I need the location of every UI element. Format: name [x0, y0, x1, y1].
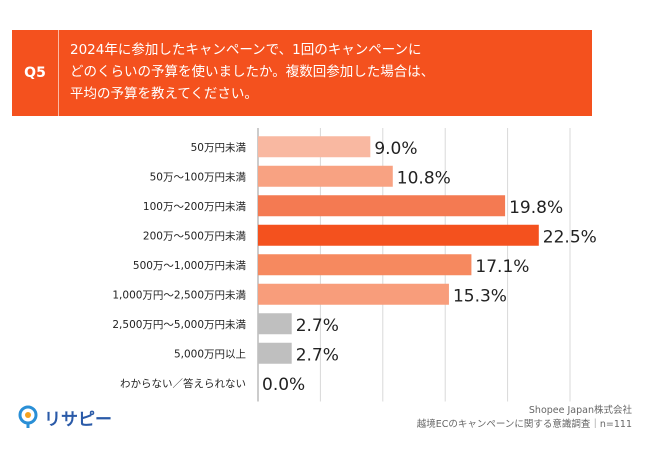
- question-banner: Q5 2024年に参加したキャンペーンで、1回のキャンペーンに どのくらいの予算…: [12, 30, 592, 116]
- bar: [258, 136, 371, 158]
- category-label: 50万～100万円未満: [150, 171, 247, 183]
- bar: [258, 224, 539, 246]
- category-label: 200万～500万円未満: [143, 230, 247, 242]
- value-label: 10.8%: [397, 168, 451, 188]
- bar: [258, 342, 292, 364]
- question-text: 2024年に参加したキャンペーンで、1回のキャンペーンに どのくらいの予算を使い…: [70, 42, 435, 102]
- bar: [258, 254, 472, 276]
- footer-source: Shopee Japan株式会社 越境ECのキャンペーンに関する意識調査｜n=1…: [417, 404, 632, 432]
- value-label: 15.3%: [453, 286, 507, 306]
- category-label: 2,500万円～5,000万円未満: [112, 319, 246, 331]
- value-label: 2.7%: [296, 316, 339, 336]
- bar: [258, 313, 292, 335]
- category-label: 5,000万円以上: [174, 348, 246, 360]
- category-label: 100万～200万円未満: [143, 201, 247, 213]
- bar: [258, 195, 506, 217]
- value-label: 22.5%: [543, 227, 597, 247]
- footer-company: Shopee Japan株式会社: [528, 405, 632, 416]
- value-label: 0.0%: [262, 375, 305, 395]
- category-label: 500万～1,000万円未満: [133, 260, 247, 272]
- category-label: 50万円未満: [191, 142, 247, 154]
- category-label: 1,000万円～2,500万円未満: [112, 289, 246, 301]
- footer-survey: 越境ECのキャンペーンに関する意識調査｜n=111: [416, 419, 632, 430]
- bar: [258, 165, 393, 187]
- value-label: 19.8%: [509, 198, 563, 218]
- logo-text: リサピー: [44, 409, 112, 430]
- risapi-logo-icon: [18, 405, 38, 428]
- value-label: 17.1%: [475, 257, 529, 277]
- value-label: 9.0%: [374, 139, 417, 159]
- question-number: Q5: [12, 30, 59, 116]
- category-label: わからない／答えられない: [120, 377, 246, 390]
- logo: リサピー: [18, 404, 112, 430]
- bar: [258, 283, 449, 305]
- value-label: 2.7%: [296, 345, 339, 365]
